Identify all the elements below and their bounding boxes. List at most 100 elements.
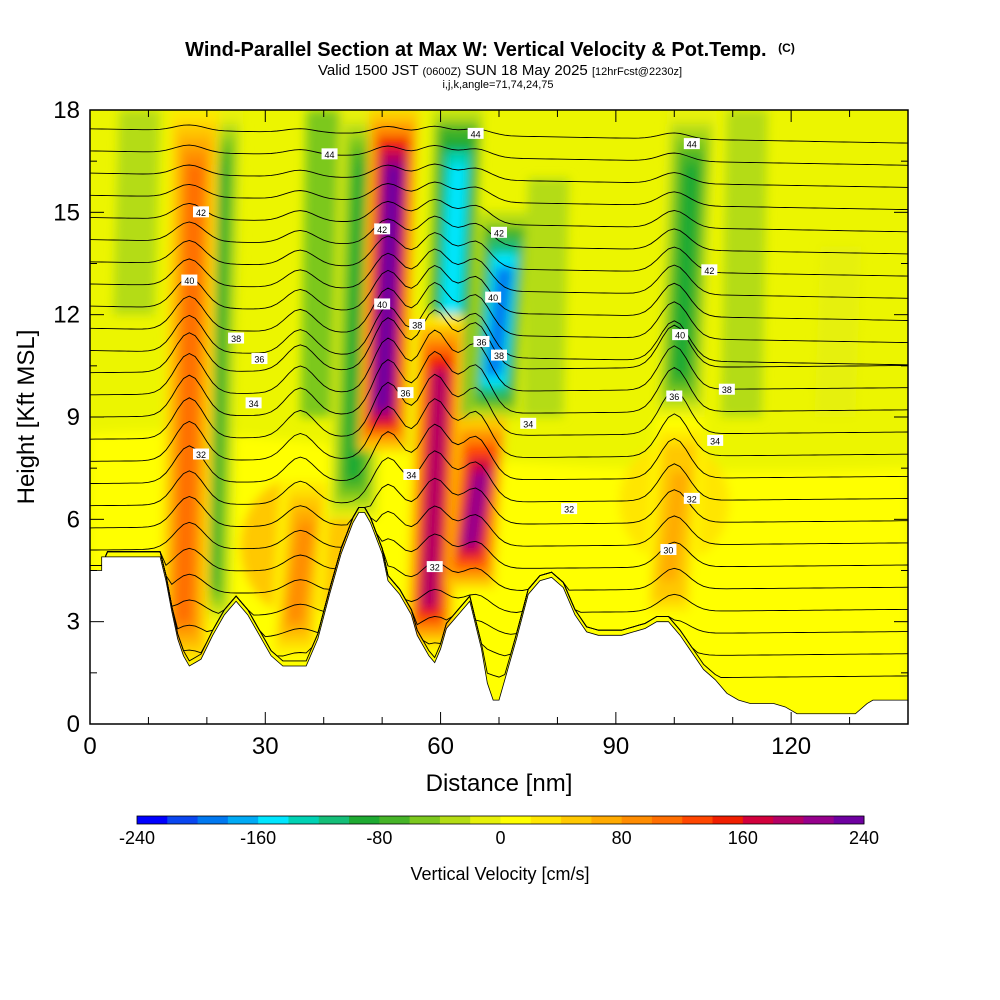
- colorbar-swatch-0: [137, 816, 168, 824]
- isentrope-line-25: [90, 124, 908, 144]
- contour-label-22: 42: [377, 225, 387, 235]
- colorbar-tick-label-0: 0: [495, 828, 505, 848]
- contour-label-23: 42: [494, 228, 504, 238]
- colorbar-swatch-22: [803, 816, 835, 824]
- updraft-core-4-level-4: [461, 471, 490, 547]
- x-tick-label-30: 30: [252, 733, 279, 760]
- isentrope-line-17: [90, 264, 908, 321]
- y-tick-label-6: 6: [67, 506, 80, 533]
- y-tick-label-15: 15: [53, 199, 80, 226]
- contour-label-7: 34: [523, 419, 533, 429]
- colorbar-swatch-14: [561, 816, 592, 824]
- contour-label-bg-18: [374, 298, 391, 310]
- contour-label-bg-14: [409, 318, 426, 330]
- updraft-core-2-level-4: [373, 164, 403, 411]
- contour-label-14: 38: [412, 320, 422, 330]
- colorbar-swatch-17: [651, 816, 683, 824]
- colorbar-swatch-12: [500, 816, 532, 824]
- colorbar-swatch-7: [349, 816, 380, 824]
- isentrope-line-9: [90, 423, 908, 484]
- colorbar-swatch-19: [712, 816, 744, 824]
- contour-label-bg-21: [193, 206, 210, 218]
- contour-label-bg-27: [683, 138, 700, 150]
- contour-label-bg-26: [467, 127, 484, 139]
- contour-label-bg-7: [520, 417, 537, 429]
- contour-label-bg-22: [374, 223, 391, 235]
- contour-label-0: 30: [663, 546, 673, 556]
- isentrope-line-23: [90, 163, 908, 188]
- weak-downdraft-streak-4: [814, 246, 862, 417]
- contour-label-bg-2: [561, 503, 578, 515]
- contour-label-25: 44: [325, 150, 335, 160]
- colorbar-swatch-3: [227, 816, 259, 824]
- colorbar-tick-label--160: -160: [240, 828, 276, 848]
- subtitle-forecast: [12hrFcst@2230z]: [592, 66, 682, 78]
- contour-label-4: 32: [687, 494, 697, 504]
- isentrope-line-12: [90, 350, 908, 418]
- colorbar-tick-label--240: -240: [119, 828, 155, 848]
- x-axis: 0 30 60 90 120: [83, 110, 909, 760]
- contour-label-bg-11: [473, 335, 490, 347]
- colorbar: -240 -160 -80 0 80 160 240: [119, 815, 879, 848]
- terrain-mask: [90, 512, 908, 724]
- isentrope-line-4: [90, 506, 908, 594]
- colorbar-tick-label--80: -80: [366, 828, 392, 848]
- isentrope-line-7: [90, 477, 908, 529]
- isentrope-line-16: [90, 281, 908, 344]
- isentrope-line-20: [90, 215, 908, 255]
- contour-label-8: 34: [710, 436, 720, 446]
- contour-label-3: 32: [430, 563, 440, 573]
- x-tick-label-90: 90: [603, 733, 630, 760]
- contour-label-bg-1: [193, 448, 210, 460]
- contour-label-9: 36: [254, 355, 264, 365]
- contour-label-12: 36: [669, 392, 679, 402]
- contour-label-24: 42: [704, 266, 714, 276]
- contour-label-13: 38: [231, 334, 241, 344]
- x-tick-label-60: 60: [427, 733, 454, 760]
- y-tick-label-12: 12: [53, 302, 80, 329]
- chart-title: Wind-Parallel Section at Max W: Vertical…: [185, 39, 795, 61]
- colorbar-tick-label-160: 160: [728, 828, 758, 848]
- contour-label-18: 40: [377, 300, 387, 310]
- colorbar-swatch-23: [833, 816, 865, 824]
- colorbar-swatch-15: [591, 816, 623, 824]
- weak-downdraft-streak-3: [721, 110, 768, 417]
- subtitle-utc: (0600Z): [423, 66, 462, 78]
- subtitle-date: SUN 18 May 2025: [465, 62, 588, 79]
- contour-label-20: 40: [675, 331, 685, 341]
- contour-label-bg-12: [666, 390, 683, 402]
- contour-label-bg-9: [251, 353, 268, 365]
- x-tick-label-0: 0: [83, 733, 96, 760]
- isentrope-line-24: [90, 144, 908, 166]
- colorbar-swatch-10: [439, 816, 471, 824]
- contour-label-bg-19: [485, 291, 502, 303]
- contour-label-1: 32: [196, 450, 206, 460]
- isentrope-line-21: [90, 198, 908, 233]
- colorbar-swatch-13: [530, 816, 562, 824]
- contour-label-bg-10: [397, 387, 414, 399]
- contour-labels: 30 32 32 32 32 34 34 34 34 36 36 36 36 38 38 38 38 40 40 40…: [181, 127, 735, 573]
- contour-label-27: 44: [687, 140, 697, 150]
- colorbar-swatch-16: [621, 816, 653, 824]
- y-tick-label-9: 9: [67, 404, 80, 431]
- isentrope-line-11: [90, 373, 908, 440]
- colorbar-tick-label-80: 80: [612, 828, 632, 848]
- colorbar-frame: [136, 815, 865, 825]
- contour-label-bg-0: [660, 544, 677, 556]
- contour-label-bg-17: [181, 274, 198, 286]
- contour-label-bg-3: [426, 561, 443, 573]
- contour-label-bg-25: [321, 148, 338, 160]
- weak-downdraft-streak-2: [522, 178, 570, 417]
- contour-label-bg-23: [491, 226, 507, 238]
- contour-label-bg-13: [228, 332, 245, 344]
- colorbar-swatch-9: [409, 816, 441, 824]
- contour-label-bg-24: [701, 264, 718, 276]
- contour-label-21: 42: [196, 208, 206, 218]
- y-tick-label-3: 3: [67, 609, 80, 636]
- plot-area: 30 32 32 32 32 34 34 34 34 36 36 36 36 38 38 38 38 40 40 40…: [90, 110, 908, 724]
- y-tick-label-0: 0: [67, 711, 80, 738]
- isentrope-line-10: [90, 398, 908, 462]
- chart-subtitle: Valid 1500 JST (0600Z) SUN 18 May 2025 […: [318, 62, 682, 79]
- contour-label-bg-15: [491, 349, 507, 361]
- contour-label-16: 38: [722, 385, 732, 395]
